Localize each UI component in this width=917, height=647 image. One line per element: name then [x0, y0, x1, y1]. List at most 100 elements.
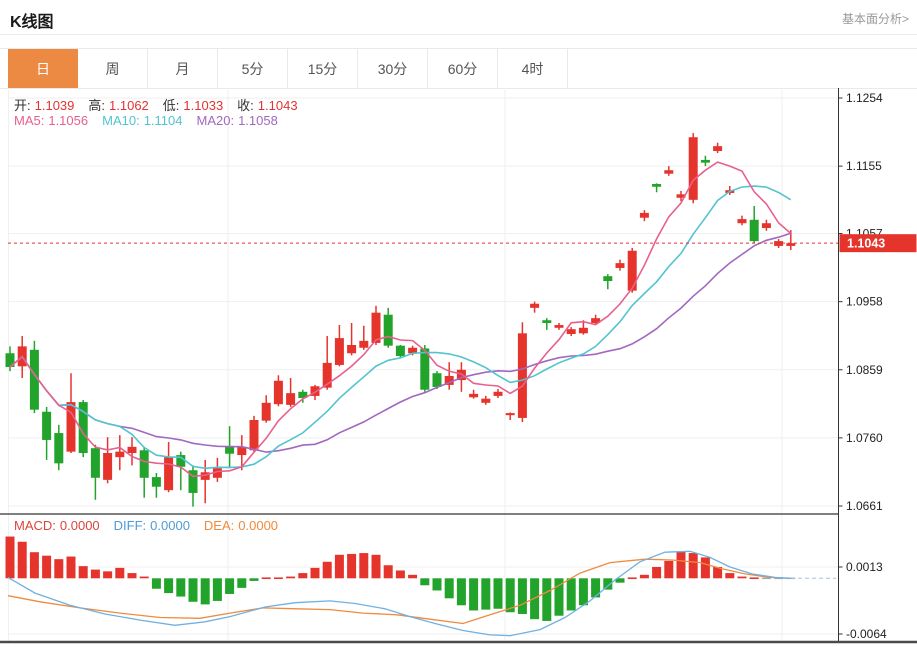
macd-bar	[664, 560, 674, 579]
price-tick-label: 1.1155	[846, 159, 882, 173]
candle-body	[737, 219, 747, 224]
macd-bar	[66, 556, 76, 579]
period-tabs: 日周月 5分 15分 30分 60分 4时	[0, 48, 917, 89]
high-label: 高:	[88, 98, 106, 113]
ma5-line	[9, 161, 792, 478]
candle-body	[261, 402, 271, 421]
page-title: K线图	[10, 14, 54, 31]
candle-body	[310, 386, 320, 396]
macd-bar	[737, 576, 747, 579]
candle-body	[761, 223, 771, 229]
macd-bar	[578, 578, 588, 606]
macd-bar	[127, 573, 137, 579]
candle-body	[713, 146, 723, 151]
macd-value: 0.0000	[59, 518, 100, 533]
macd-bar	[688, 553, 698, 579]
ma20-label: MA20:	[196, 113, 235, 128]
price-tick-label: 1.1254	[846, 91, 883, 105]
macd-bar	[554, 578, 564, 616]
candle-body	[359, 340, 369, 348]
candle-body	[481, 398, 491, 403]
candle-body	[639, 212, 649, 218]
candle-body	[603, 276, 613, 282]
candle-body	[615, 263, 625, 268]
candle-body	[249, 419, 259, 451]
macd-bar	[298, 573, 308, 579]
macd-bar	[432, 578, 442, 591]
tab-周[interactable]: 周	[78, 49, 148, 89]
tab-15分[interactable]: 15分	[288, 49, 358, 89]
candle-body	[591, 318, 601, 323]
macd-bar	[322, 561, 332, 579]
candle-body	[42, 411, 52, 440]
candle-body	[493, 391, 503, 396]
macd-tick-label: 0.0013	[846, 560, 883, 574]
candle-body	[29, 349, 39, 410]
macd-bar	[115, 567, 125, 579]
candle-body	[164, 457, 174, 491]
macd-bar	[42, 555, 52, 579]
close-label: 收:	[237, 98, 254, 113]
dea-line	[7, 558, 792, 625]
candle-body	[78, 402, 88, 454]
macd-bar	[566, 578, 576, 611]
macd-bar	[5, 536, 15, 579]
diff-value: 0.0000	[150, 518, 190, 533]
candle-body	[676, 194, 686, 198]
macd-bar	[603, 578, 613, 590]
candle-body	[652, 184, 662, 187]
macd-bar	[444, 578, 454, 599]
macd-bar	[90, 569, 100, 579]
diff-line	[7, 550, 792, 637]
tab-5分[interactable]: 5分	[218, 49, 288, 89]
macd-bar	[17, 541, 27, 579]
macd-bar	[627, 577, 637, 580]
candle-body	[298, 391, 308, 398]
candle-body	[322, 362, 332, 388]
candle-body	[554, 325, 564, 328]
candle-body	[420, 348, 430, 390]
ma-legend: MA5: 1.1056 MA10: 1.1104 MA20: 1.1058	[14, 113, 282, 128]
macd-bar	[420, 578, 430, 586]
fundamental-analysis-link[interactable]: 基本面分析>	[841, 12, 909, 26]
candle-body	[432, 373, 442, 387]
candle-body	[664, 170, 674, 174]
close-value: 1.1043	[257, 98, 298, 113]
candle-body	[469, 393, 479, 398]
tab-日[interactable]: 日	[8, 49, 78, 89]
macd-bar	[261, 577, 271, 580]
macd-bar-zero	[761, 577, 771, 580]
macd-bar	[542, 578, 552, 621]
macd-legend: MACD: 0.0000 DIFF: 0.0000 DEA: 0.0000	[14, 518, 282, 533]
price-tick-label: 1.0958	[846, 295, 883, 309]
ma10-line	[9, 185, 792, 470]
candle-body	[627, 250, 637, 291]
high-value: 1.1062	[109, 98, 149, 113]
candle-body	[115, 451, 125, 458]
candle-body	[566, 329, 576, 334]
macd-bar	[212, 578, 222, 601]
tab-30分[interactable]: 30分	[358, 49, 428, 89]
macd-bar	[78, 566, 88, 579]
macd-bar	[408, 574, 418, 579]
macd-bar	[176, 578, 186, 597]
candle-body	[749, 219, 759, 242]
candle-body	[237, 446, 247, 456]
candle-body	[5, 353, 15, 368]
macd-bar	[505, 578, 515, 613]
candle-body	[408, 347, 418, 354]
macd-bar	[481, 578, 491, 610]
candle-body	[395, 345, 405, 357]
candle-body	[334, 338, 344, 365]
tab-月[interactable]: 月	[148, 49, 218, 89]
tab-4时[interactable]: 4时	[498, 49, 568, 89]
tab-60分[interactable]: 60分	[428, 49, 498, 89]
last-price-badge-bg	[839, 234, 917, 253]
macd-bar	[725, 573, 735, 579]
macd-bar	[103, 571, 113, 579]
macd-bar	[151, 578, 161, 589]
macd-label: MACD:	[14, 518, 56, 533]
last-price-badge: 1.1043	[847, 237, 885, 251]
candle-body	[176, 455, 186, 467]
